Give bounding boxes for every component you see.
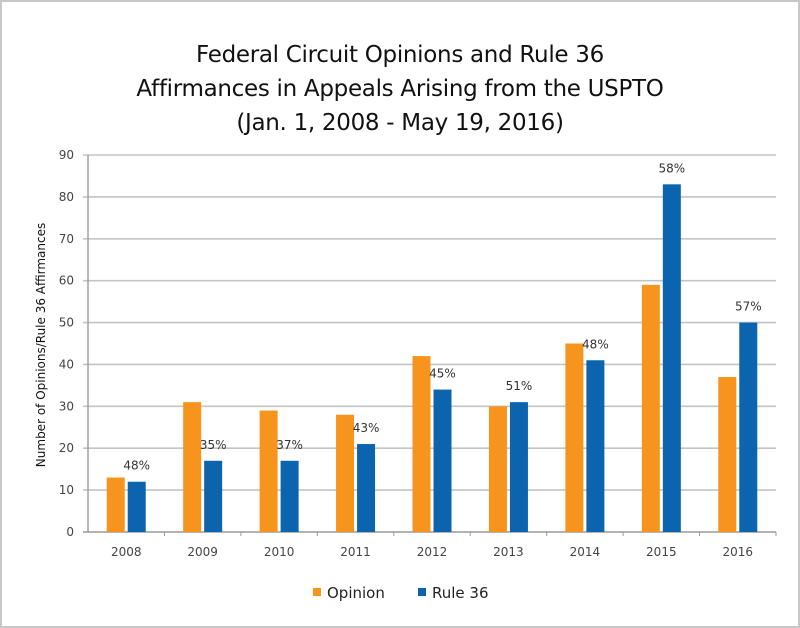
bars [106,184,758,533]
bar-opinion [259,410,278,532]
y-tick-label: 60 [59,274,74,288]
y-tick-label: 70 [59,232,74,246]
data-label: 48% [123,459,150,473]
bar-rule-36 [127,481,146,532]
y-axis-ticks: 0 10 20 30 40 50 60 70 80 90 [59,148,74,539]
title-line-2: Affirmances in Appeals Arising from the … [136,76,664,102]
bar-opinion [106,477,125,532]
bar-rule-36 [662,184,681,533]
bar-opinion [412,356,431,532]
x-tick-label: 2016 [723,545,754,559]
data-label: 37% [276,438,303,452]
bar-opinion [336,414,355,532]
y-tick-label: 50 [59,316,74,330]
bar-rule-36 [204,460,223,532]
bar-rule-36 [280,460,299,532]
bar-rule-36 [433,389,452,532]
y-tick-label: 40 [59,357,74,371]
y-tick-label: 10 [59,483,74,497]
bar-opinion [565,343,584,532]
legend-label: Opinion [327,584,385,602]
x-tick-label: 2008 [111,545,142,559]
data-label: 58% [658,161,685,175]
bar-rule-36 [586,360,605,532]
bar-opinion [641,284,660,532]
y-tick-label: 30 [59,399,74,413]
y-axis-label: Number of Opinions/Rule 36 Affirmances [34,223,48,467]
y-tick-label: 90 [59,148,74,162]
data-label: 43% [353,421,380,435]
legend: Opinion Rule 36 [313,584,489,602]
data-label: 45% [429,367,456,381]
x-tick-label: 2012 [417,545,448,559]
legend-swatch-opinion [313,588,321,596]
x-tick-label: 2013 [493,545,524,559]
data-label: 48% [582,337,609,351]
bar-rule-36 [357,444,376,532]
data-label: 35% [200,438,227,452]
y-tick-label: 0 [66,525,74,539]
bar-opinion [488,406,507,532]
data-labels: 48% 35% 37% 43% 45% 51% 48% 58% 57% [123,161,761,472]
x-tick-label: 2011 [340,545,371,559]
data-label: 51% [506,379,533,393]
bar-rule-36 [739,322,758,532]
chart-title: Federal Circuit Opinions and Rule 36 Aff… [0,38,800,140]
x-tick-label: 2009 [187,545,218,559]
x-tick-label: 2010 [264,545,295,559]
title-line-3: (Jan. 1, 2008 - May 19, 2016) [236,110,564,136]
legend-swatch-rule-36 [418,588,426,596]
x-axis-ticks: 2008 2009 2010 2011 2012 2013 2014 2015 2016 [111,532,777,559]
title-line-1: Federal Circuit Opinions and Rule 36 [196,42,604,68]
y-tick-label: 80 [59,190,74,204]
y-tick-label: 20 [59,441,74,455]
bar-opinion [183,402,202,532]
x-tick-label: 2014 [570,545,601,559]
bar-opinion [718,377,737,532]
bar-rule-36 [509,402,528,532]
data-label: 57% [735,300,762,314]
x-tick-label: 2015 [646,545,677,559]
legend-label: Rule 36 [432,584,489,602]
